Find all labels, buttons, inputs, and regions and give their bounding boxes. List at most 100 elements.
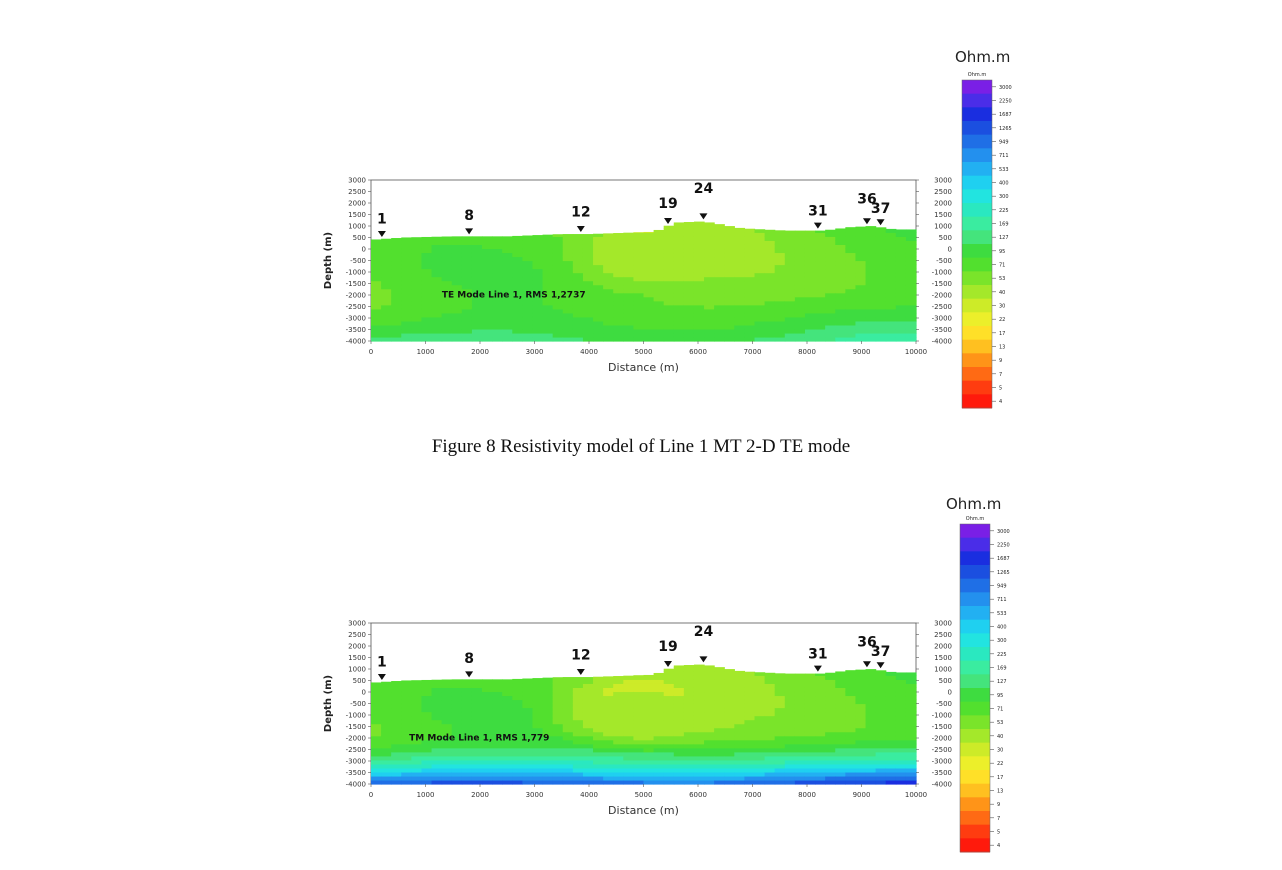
resistivity-cell bbox=[532, 739, 544, 745]
resistivity-cell bbox=[431, 268, 443, 274]
resistivity-cell bbox=[653, 244, 665, 250]
resistivity-cell bbox=[683, 240, 695, 245]
resistivity-cell bbox=[704, 731, 715, 737]
resistivity-cell bbox=[512, 775, 523, 781]
resistivity-cell bbox=[673, 222, 685, 225]
resistivity-cell bbox=[704, 751, 715, 757]
resistivity-cell bbox=[885, 284, 897, 290]
resistivity-cell bbox=[825, 336, 836, 342]
resistivity-cell bbox=[754, 260, 766, 266]
resistivity-cell bbox=[865, 300, 877, 306]
resistivity-cell bbox=[663, 228, 675, 233]
resistivity-cell bbox=[794, 715, 806, 721]
resistivity-cell bbox=[855, 316, 867, 322]
resistivity-cell bbox=[734, 755, 746, 761]
resistivity-cell bbox=[815, 759, 826, 765]
resistivity-cell bbox=[764, 715, 776, 721]
resistivity-cell bbox=[673, 711, 685, 717]
resistivity-cell bbox=[845, 296, 857, 302]
resistivity-cell bbox=[502, 771, 513, 777]
resistivity-cell bbox=[603, 707, 614, 713]
resistivity-cell bbox=[865, 256, 877, 262]
resistivity-cell bbox=[885, 687, 897, 693]
resistivity-cell bbox=[542, 244, 554, 250]
resistivity-cell bbox=[451, 731, 463, 737]
resistivity-cell bbox=[391, 336, 402, 342]
resistivity-cell bbox=[371, 751, 382, 757]
resistivity-cell bbox=[371, 276, 382, 282]
resistivity-cell bbox=[683, 767, 695, 773]
resistivity-cell bbox=[855, 328, 867, 334]
resistivity-cell bbox=[371, 755, 382, 761]
resistivity-cell bbox=[522, 296, 534, 302]
resistivity-cell bbox=[623, 324, 635, 330]
resistivity-cell bbox=[905, 743, 917, 749]
resistivity-cell bbox=[461, 679, 473, 684]
resistivity-cell bbox=[673, 228, 685, 233]
resistivity-cell bbox=[371, 292, 382, 298]
resistivity-cell bbox=[764, 312, 776, 318]
resistivity-cell bbox=[542, 723, 554, 729]
resistivity-cell bbox=[562, 719, 574, 725]
resistivity-cell bbox=[613, 711, 624, 717]
resistivity-cell bbox=[492, 292, 503, 298]
resistivity-cell bbox=[714, 288, 725, 294]
resistivity-cell bbox=[744, 715, 756, 721]
resistivity-cell bbox=[673, 300, 685, 306]
resistivity-cell bbox=[613, 739, 624, 745]
resistivity-cell bbox=[431, 707, 443, 713]
resistivity-cell bbox=[391, 735, 402, 741]
resistivity-cell bbox=[693, 667, 705, 672]
resistivity-cell bbox=[482, 264, 493, 270]
resistivity-cell bbox=[562, 739, 574, 745]
resistivity-cell bbox=[401, 280, 412, 286]
y-tick-label-left: -2500 bbox=[346, 303, 366, 311]
resistivity-cell bbox=[532, 687, 544, 693]
resistivity-cell bbox=[613, 240, 624, 245]
colorbar-tick-label: 949 bbox=[997, 584, 1007, 590]
resistivity-cell bbox=[582, 751, 594, 757]
resistivity-cell bbox=[683, 280, 695, 286]
resistivity-cell bbox=[683, 671, 695, 676]
resistivity-cell bbox=[623, 312, 635, 318]
resistivity-cell bbox=[552, 288, 564, 294]
resistivity-cell bbox=[572, 711, 584, 717]
resistivity-cell bbox=[461, 695, 473, 701]
resistivity-cell bbox=[482, 743, 493, 749]
resistivity-cell bbox=[552, 747, 564, 753]
resistivity-cell bbox=[562, 320, 574, 326]
colorbar-swatch bbox=[962, 121, 992, 136]
resistivity-cell bbox=[653, 284, 665, 290]
resistivity-cell bbox=[804, 300, 816, 306]
resistivity-cell bbox=[492, 711, 503, 717]
resistivity-cell bbox=[875, 671, 887, 676]
resistivity-cell bbox=[421, 711, 433, 717]
resistivity-cell bbox=[663, 679, 675, 684]
resistivity-cell bbox=[835, 679, 846, 684]
resistivity-cell bbox=[885, 671, 897, 676]
resistivity-cell bbox=[461, 276, 473, 282]
resistivity-cell bbox=[593, 695, 604, 701]
resistivity-cell bbox=[593, 703, 604, 709]
resistivity-cell bbox=[724, 691, 735, 697]
resistivity-cell bbox=[683, 244, 695, 250]
resistivity-cell bbox=[421, 779, 433, 785]
resistivity-cell bbox=[663, 296, 675, 302]
resistivity-cell bbox=[562, 747, 574, 753]
resistivity-cell bbox=[895, 687, 907, 693]
resistivity-cell bbox=[704, 264, 715, 270]
resistivity-cell bbox=[492, 715, 503, 721]
resistivity-cell bbox=[482, 751, 493, 757]
resistivity-cell bbox=[421, 272, 433, 278]
resistivity-cell bbox=[431, 711, 443, 717]
resistivity-cell bbox=[885, 695, 897, 701]
resistivity-cell bbox=[895, 320, 907, 326]
resistivity-cell bbox=[673, 284, 685, 290]
resistivity-cell bbox=[492, 264, 503, 270]
resistivity-cell bbox=[804, 320, 816, 326]
resistivity-cell bbox=[825, 727, 836, 733]
resistivity-cell bbox=[845, 264, 857, 270]
resistivity-cell bbox=[683, 312, 695, 318]
resistivity-cell bbox=[381, 304, 392, 310]
resistivity-cell bbox=[905, 308, 917, 314]
